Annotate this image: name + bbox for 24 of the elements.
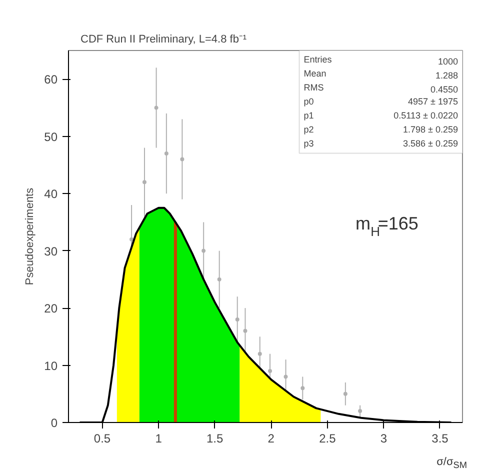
- x-tick-label: 3: [380, 432, 388, 446]
- y-tick-label: 40: [44, 187, 58, 202]
- y-tick-label: 10: [44, 358, 58, 373]
- x-tick-label: 3.5: [432, 432, 449, 446]
- y-tick-label: 0: [50, 416, 58, 430]
- x-axis-title: σ/σ$_{SM}$: [436, 455, 467, 472]
- text: p3 3.586 ± 0.259: [304, 138, 458, 149]
- y-tick-label: 30: [44, 244, 58, 258]
- x-tick-label: 2: [268, 432, 275, 446]
- y-tick-label: 50: [44, 130, 58, 144]
- text: p2 1.798 ± 0.259: [304, 124, 458, 135]
- text: p1 0.5113 ± 0.0220: [304, 110, 458, 121]
- y-axis-title: Pseudoexperiments: [24, 187, 36, 286]
- text: RMS 0.4550: [304, 82, 458, 95]
- text: Entries 1000: [304, 54, 458, 67]
- text: Mean 1.288: [304, 68, 458, 81]
- x-tick-label: 0.5: [94, 432, 111, 446]
- y-tick-label: 20: [44, 302, 58, 316]
- text: p0 4957 ± 1975: [304, 96, 458, 107]
- chart-title: CDF Run II Preliminary, L=4.8 fb⁻¹: [80, 34, 247, 46]
- x-tick-label: 1.5: [206, 432, 224, 446]
- x-tick-label: 2.5: [319, 432, 336, 446]
- x-tick-label: 1: [155, 432, 162, 446]
- y-tick-label: 60: [44, 72, 58, 87]
